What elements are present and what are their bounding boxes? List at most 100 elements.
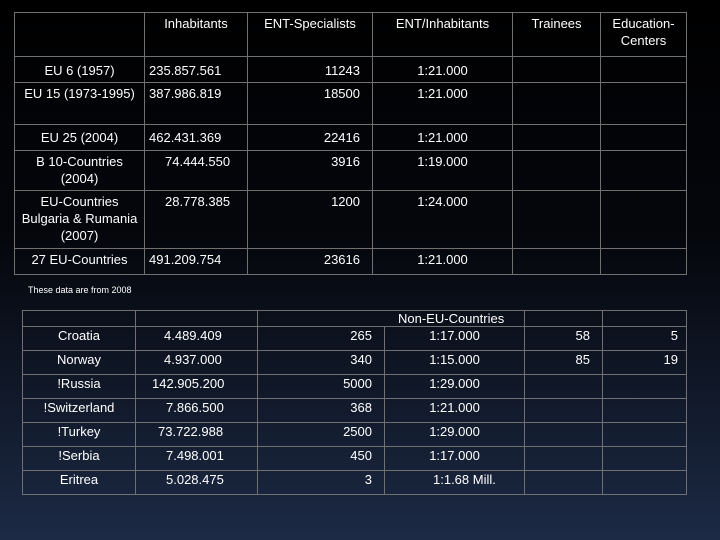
header-inhabitants: Inhabitants	[144, 12, 248, 57]
non-eu-table: Non-EU-Countries Croatia 4.489.409 265 1…	[22, 310, 688, 495]
table-row: EU-Countries Bulgaria & Rumania (2007) 2…	[14, 190, 687, 249]
table-row: Croatia 4.489.409 265 1:17.000 58 5	[22, 326, 688, 351]
row-ent: 265	[257, 326, 385, 351]
row-ent: 340	[257, 350, 385, 375]
row-trainees: 85	[524, 350, 604, 375]
row-country: Eritrea	[22, 470, 136, 495]
row-trainees	[512, 150, 601, 191]
row-trainees	[524, 470, 604, 495]
row-ent: 23616	[247, 248, 373, 275]
row-trainees	[512, 82, 601, 125]
row-inhabitants: 5.028.475	[135, 470, 258, 495]
row-inhabitants: 142.905.200	[135, 374, 258, 399]
table-row: EU 6 (1957) 235.857.561 11243 1:21.000	[14, 56, 687, 83]
header-education-centers: Education-Centers	[600, 12, 687, 57]
row-inhabitants: 235.857.561	[144, 56, 248, 83]
row-inhabitants: 74.444.550	[144, 150, 248, 191]
row-country: !Russia	[22, 374, 136, 399]
table-row: !Serbia 7.498.001 450 1:17.000	[22, 446, 688, 471]
row-country: EU 6 (1957)	[14, 56, 145, 83]
row-ent: 5000	[257, 374, 385, 399]
row-centers: 5	[602, 326, 688, 351]
row-centers	[600, 82, 687, 125]
non-eu-title-row: Non-EU-Countries	[22, 310, 688, 327]
eu-table-header-row: Inhabitants ENT-Specialists ENT/Inhabita…	[14, 12, 687, 57]
row-ratio: 1:17.000	[383, 326, 526, 351]
row-country: !Serbia	[22, 446, 136, 471]
row-centers	[602, 422, 688, 447]
row-country: Norway	[22, 350, 136, 375]
table-row: !Turkey 73.722.988 2500 1:29.000	[22, 422, 688, 447]
row-trainees	[524, 374, 604, 399]
row-trainees	[512, 248, 601, 275]
row-country: EU 15 (1973-1995)	[14, 82, 145, 125]
data-source-note: These data are from 2008	[28, 285, 132, 295]
row-ratio: 1:21.000	[372, 82, 513, 125]
row-ent: 1200	[247, 190, 373, 249]
row-centers	[602, 398, 688, 423]
header-ent-inhabitants: ENT/Inhabitants	[372, 12, 513, 57]
row-ent: 3	[257, 470, 385, 495]
row-inhabitants: 73.722.988	[135, 422, 258, 447]
row-centers: 19	[602, 350, 688, 375]
row-country: 27 EU-Countries	[14, 248, 145, 275]
row-trainees: 58	[524, 326, 604, 351]
row-trainees	[512, 56, 601, 83]
row-inhabitants: 4.937.000	[135, 350, 258, 375]
row-centers	[600, 150, 687, 191]
row-country: EU-Countries Bulgaria & Rumania (2007)	[14, 190, 145, 249]
row-ratio: 1:24.000	[372, 190, 513, 249]
row-trainees	[512, 190, 601, 249]
row-trainees	[524, 422, 604, 447]
row-country: Croatia	[22, 326, 136, 351]
table-row: EU 25 (2004) 462.431.369 22416 1:21.000	[14, 124, 687, 151]
row-centers	[600, 190, 687, 249]
row-ent: 450	[257, 446, 385, 471]
table-row: Eritrea 5.028.475 3 1:1.68 Mill.	[22, 470, 688, 495]
row-country: !Turkey	[22, 422, 136, 447]
row-inhabitants: 28.778.385	[144, 190, 248, 249]
row-centers	[600, 248, 687, 275]
row-centers	[600, 56, 687, 83]
row-centers	[600, 124, 687, 151]
row-ent: 22416	[247, 124, 373, 151]
row-inhabitants: 387.986.819	[144, 82, 248, 125]
row-ratio: 1:21.000	[372, 56, 513, 83]
row-ratio: 1:19.000	[372, 150, 513, 191]
row-centers	[602, 374, 688, 399]
row-ratio: 1:29.000	[383, 374, 526, 399]
row-trainees	[512, 124, 601, 151]
row-ratio: 1:15.000	[383, 350, 526, 375]
row-trainees	[524, 446, 604, 471]
row-inhabitants: 7.866.500	[135, 398, 258, 423]
table-row: Norway 4.937.000 340 1:15.000 85 19	[22, 350, 688, 375]
row-ratio: 1:21.000	[383, 398, 526, 423]
table-row: EU 15 (1973-1995) 387.986.819 18500 1:21…	[14, 82, 687, 125]
non-eu-section-title: Non-EU-Countries	[256, 310, 526, 327]
row-inhabitants: 462.431.369	[144, 124, 248, 151]
row-country: B 10-Countries (2004)	[14, 150, 145, 191]
row-ratio: 1:21.000	[372, 124, 513, 151]
row-ent: 3916	[247, 150, 373, 191]
row-ratio: 1:21.000	[372, 248, 513, 275]
row-ent: 11243	[247, 56, 373, 83]
row-centers	[602, 470, 688, 495]
row-inhabitants: 4.489.409	[135, 326, 258, 351]
table-row: 27 EU-Countries 491.209.754 23616 1:21.0…	[14, 248, 687, 275]
table-row: !Russia 142.905.200 5000 1:29.000	[22, 374, 688, 399]
table-row: !Switzerland 7.866.500 368 1:21.000	[22, 398, 688, 423]
row-trainees	[524, 398, 604, 423]
eu-table: Inhabitants ENT-Specialists ENT/Inhabita…	[14, 12, 687, 275]
row-ent: 18500	[247, 82, 373, 125]
table-row: B 10-Countries (2004) 74.444.550 3916 1:…	[14, 150, 687, 191]
row-inhabitants: 491.209.754	[144, 248, 248, 275]
row-country: EU 25 (2004)	[14, 124, 145, 151]
row-ratio: 1:17.000	[383, 446, 526, 471]
row-ent: 368	[257, 398, 385, 423]
row-country: !Switzerland	[22, 398, 136, 423]
row-ratio: 1:1.68 Mill.	[383, 470, 526, 495]
header-empty	[14, 12, 145, 57]
row-ent: 2500	[257, 422, 385, 447]
row-centers	[602, 446, 688, 471]
row-ratio: 1:29.000	[383, 422, 526, 447]
